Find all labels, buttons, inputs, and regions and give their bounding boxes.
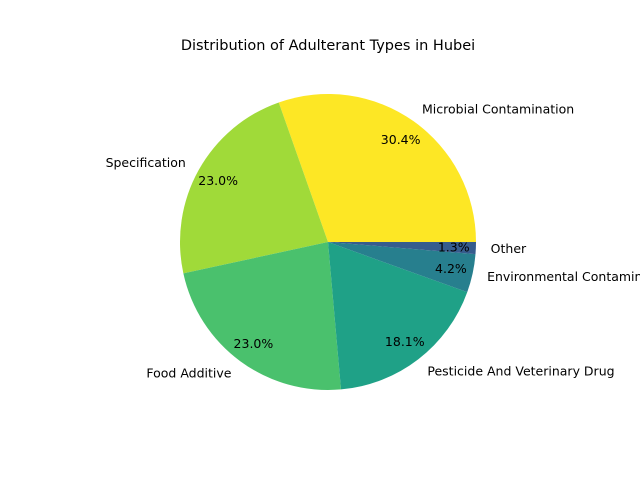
- percent-label-microbial-contamination: 30.4%: [381, 132, 421, 147]
- pie-slice-other: [328, 242, 476, 255]
- pie-slice-specification: [179, 102, 328, 274]
- percent-label-specification: 23.0%: [198, 173, 238, 188]
- slice-label-specification: Specification: [106, 155, 186, 170]
- pie-slice-food-additive: [183, 242, 341, 391]
- slice-label-other: Other: [491, 241, 527, 256]
- percent-label-pesticide-and-veterinary-drug: 18.1%: [385, 334, 425, 349]
- pie-slice-environmental-contaminant: [328, 242, 476, 293]
- percent-label-food-additive: 23.0%: [234, 336, 274, 351]
- pie-slice-pesticide-and-veterinary-drug: [328, 242, 468, 390]
- slice-label-microbial-contamination: Microbial Contamination: [422, 102, 574, 117]
- slice-label-pesticide-and-veterinary-drug: Pesticide And Veterinary Drug: [427, 363, 614, 378]
- percent-label-other: 1.3%: [438, 240, 470, 255]
- slice-label-environmental-contaminant: Environmental Contaminant: [487, 269, 640, 284]
- chart-title: Distribution of Adulterant Types in Hube…: [181, 38, 475, 54]
- percent-label-environmental-contaminant: 4.2%: [435, 261, 467, 276]
- slice-label-food-additive: Food Additive: [146, 366, 231, 381]
- pie-slice-microbial-contamination: [278, 94, 476, 242]
